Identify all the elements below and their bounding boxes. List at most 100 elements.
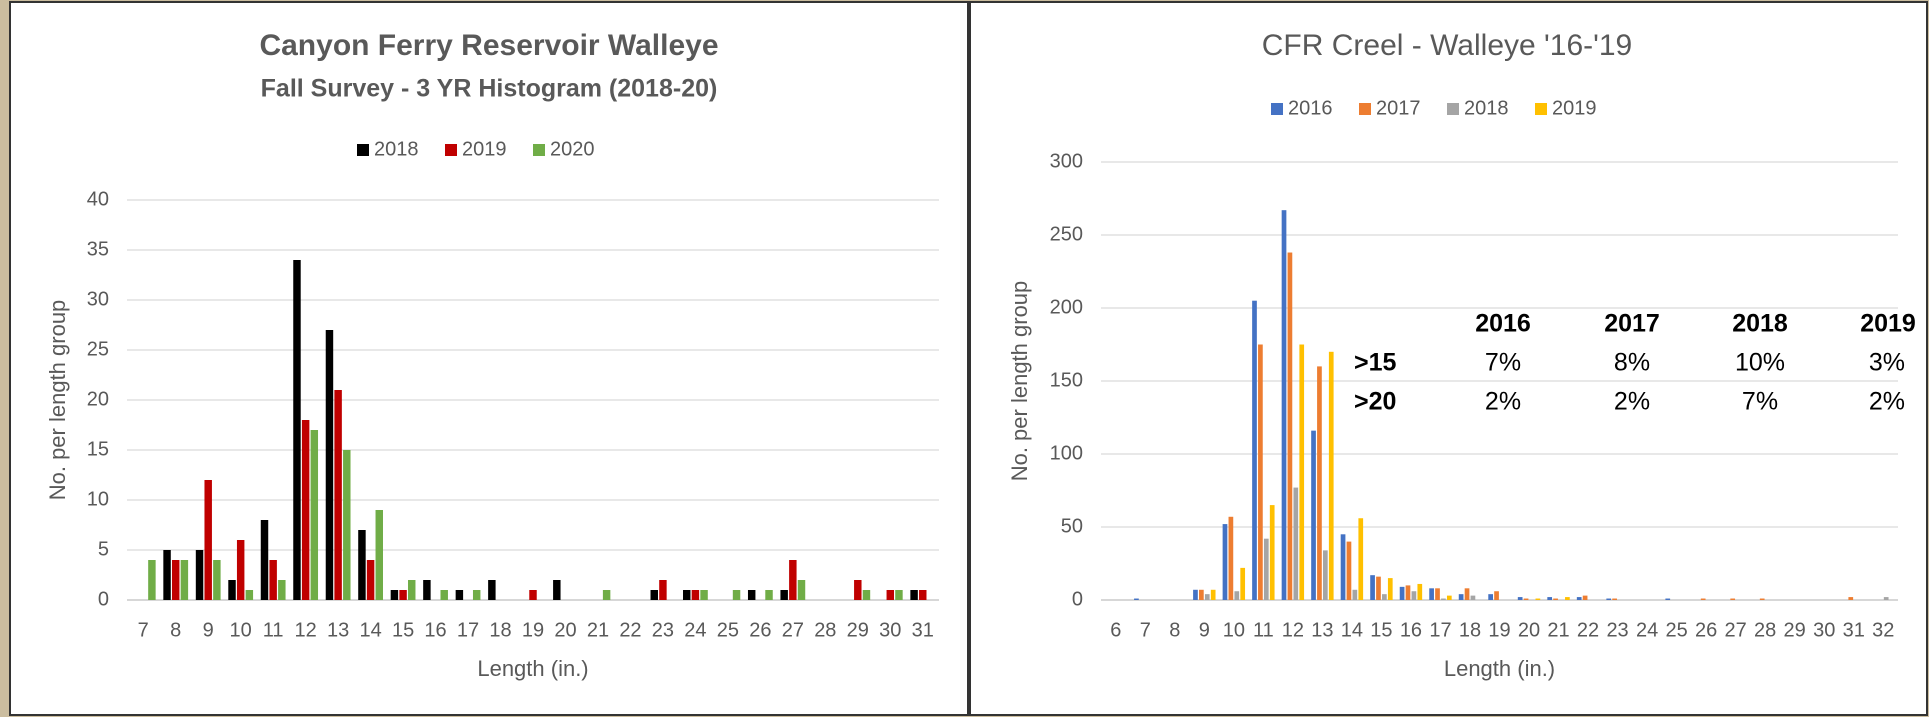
bar xyxy=(789,560,797,600)
table-header: 2018 xyxy=(1732,310,1788,338)
bar xyxy=(269,560,277,600)
table-cell: 2% xyxy=(1485,388,1521,416)
bar xyxy=(1228,516,1234,600)
bar xyxy=(1417,583,1423,600)
x-tick-label: 22 xyxy=(619,619,641,641)
table-header: 2019 xyxy=(1860,310,1916,338)
table-row-label: >15 xyxy=(1354,349,1397,377)
table-cell: 7% xyxy=(1485,349,1521,377)
x-tick-label: 22 xyxy=(1577,619,1599,641)
x-tick-label: 26 xyxy=(1695,619,1717,641)
bar xyxy=(325,330,334,600)
table-cell: 10% xyxy=(1735,349,1785,377)
x-tick-label: 10 xyxy=(1223,619,1245,641)
table-cell: 3% xyxy=(1869,349,1905,377)
legend-swatch xyxy=(1359,103,1371,115)
bar xyxy=(1464,588,1470,600)
bar xyxy=(1376,576,1381,600)
bar xyxy=(797,580,806,600)
chart-title: CFR Creel - Walleye '16-'19 xyxy=(1262,29,1632,62)
bar xyxy=(1134,598,1139,600)
bar xyxy=(1346,541,1352,600)
bar xyxy=(228,580,236,600)
bar xyxy=(472,590,481,600)
x-tick-label: 17 xyxy=(457,619,479,641)
bar xyxy=(260,520,269,600)
bar xyxy=(195,550,204,600)
bar xyxy=(1322,550,1328,600)
bar xyxy=(1281,210,1287,600)
y-tick-label: 250 xyxy=(1050,223,1083,245)
bar xyxy=(854,580,862,600)
legend-swatch xyxy=(445,144,457,156)
x-tick-label: 27 xyxy=(782,619,804,641)
chart-subtitle: Fall Survey - 3 YR Histogram (2018-20) xyxy=(261,75,718,103)
bar xyxy=(334,390,342,600)
x-axis-label: Length (in.) xyxy=(1444,656,1555,681)
bar xyxy=(1340,534,1346,600)
bar xyxy=(886,590,895,600)
bar xyxy=(171,560,180,600)
x-tick-label: 11 xyxy=(263,619,284,641)
legend-label: 2019 xyxy=(462,138,507,160)
bar xyxy=(148,560,156,600)
y-tick-label: 300 xyxy=(1050,150,1083,172)
x-tick-label: 19 xyxy=(1488,619,1510,641)
table-cell: 8% xyxy=(1614,349,1650,377)
bar xyxy=(1759,598,1765,600)
x-tick-label: 15 xyxy=(392,619,414,641)
bar xyxy=(1441,598,1446,600)
bar xyxy=(1517,597,1523,600)
legend-label: 2017 xyxy=(1376,97,1421,119)
table-header: 2016 xyxy=(1475,310,1531,338)
bar xyxy=(1293,487,1299,600)
y-tick-label: 5 xyxy=(98,538,109,560)
y-tick-label: 20 xyxy=(87,388,109,410)
bar xyxy=(1606,598,1612,600)
y-tick-label: 30 xyxy=(87,288,109,310)
legend-label: 2016 xyxy=(1288,97,1333,119)
x-tick-label: 24 xyxy=(684,619,706,641)
bar xyxy=(236,540,245,600)
legend-swatch xyxy=(1535,103,1547,115)
bar xyxy=(1612,598,1617,600)
y-tick-label: 50 xyxy=(1061,515,1083,537)
bar xyxy=(659,580,667,600)
y-tick-label: 0 xyxy=(1072,588,1083,610)
bar xyxy=(1352,589,1358,600)
y-tick-label: 15 xyxy=(87,438,109,460)
x-tick-label: 6 xyxy=(1110,619,1121,641)
y-tick-label: 40 xyxy=(87,188,109,210)
legend-swatch xyxy=(357,144,369,156)
bar xyxy=(245,590,254,600)
x-tick-label: 27 xyxy=(1725,619,1747,641)
bar xyxy=(1299,344,1305,600)
bar xyxy=(602,590,611,600)
x-tick-label: 31 xyxy=(1843,619,1865,641)
bar xyxy=(1240,567,1246,600)
x-tick-label: 21 xyxy=(1547,619,1569,641)
x-tick-label: 28 xyxy=(814,619,836,641)
bar xyxy=(529,590,537,600)
bar xyxy=(1576,597,1582,600)
x-tick-label: 18 xyxy=(1459,619,1481,641)
x-tick-label: 30 xyxy=(1813,619,1835,641)
x-tick-label: 21 xyxy=(587,619,609,641)
legend-label: 2020 xyxy=(550,138,595,160)
bar xyxy=(1328,351,1334,600)
x-tick-label: 11 xyxy=(1253,619,1274,641)
bar xyxy=(1387,578,1393,600)
bar xyxy=(1411,591,1417,600)
x-tick-label: 17 xyxy=(1429,619,1451,641)
bar xyxy=(399,590,407,600)
x-tick-label: 8 xyxy=(170,619,181,641)
legend-label: 2018 xyxy=(374,138,419,160)
x-tick-label: 25 xyxy=(717,619,739,641)
bar xyxy=(204,480,212,600)
x-tick-label: 20 xyxy=(1518,619,1540,641)
bar xyxy=(293,260,301,600)
x-tick-label: 9 xyxy=(203,619,214,641)
x-tick-label: 23 xyxy=(1606,619,1628,641)
bar xyxy=(1222,524,1228,600)
